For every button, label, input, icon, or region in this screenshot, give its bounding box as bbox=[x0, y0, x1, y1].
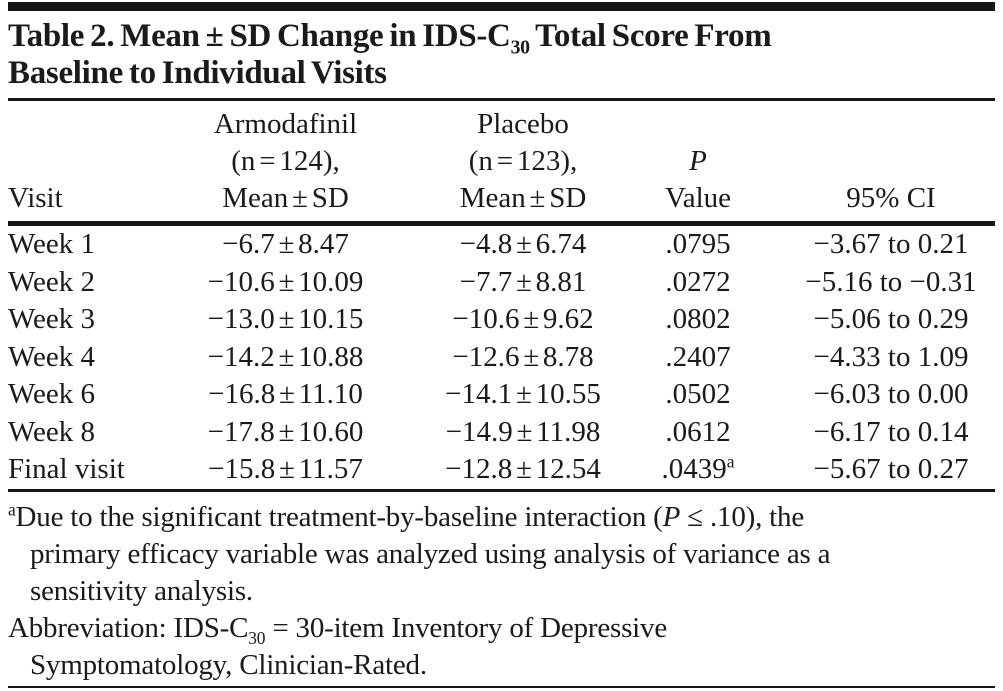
header-line: P bbox=[689, 145, 707, 177]
header-line: Value bbox=[664, 182, 732, 214]
abbreviation-line-1: Abbreviation: IDS-C30 = 30-item Inventor… bbox=[8, 610, 968, 647]
cell-p-value: .0272 bbox=[665, 265, 731, 298]
cell-p-value: .0795 bbox=[665, 228, 731, 260]
abbreviation-subscript: 30 bbox=[248, 627, 266, 648]
cell-visit: Week 4 bbox=[8, 340, 96, 373]
table-row-week-1: Week 1 −6.7 ± 8.47 −4.8 ± 6.74 .0795 −3.… bbox=[8, 224, 995, 264]
cell-placebo: −14.1 ± 10.55 bbox=[445, 378, 601, 410]
cell-visit: Week 2 bbox=[8, 265, 96, 298]
table-row-week-2: Week 2 −10.6 ± 10.09 −7.7 ± 8.81 .0272 −… bbox=[8, 264, 995, 302]
cell-placebo: −12.8 ± 12.54 bbox=[445, 453, 601, 485]
top-rule bbox=[8, 2, 995, 11]
table-footnotes: aDue to the significant treatment-by-bas… bbox=[8, 499, 968, 684]
cell-placebo: −10.6 ± 9.62 bbox=[452, 303, 594, 335]
data-table: Visit Armodafinil (n = 124), Mean ± SD P… bbox=[8, 101, 995, 489]
title-text: Table 2. Mean ± SD Change in IDS-C bbox=[8, 18, 511, 54]
column-header-placebo: Placebo (n = 123), Mean ± SD bbox=[403, 101, 643, 226]
table-row-week-6: Week 6 −16.8 ± 11.10 −14.1 ± 10.55 .0502… bbox=[8, 376, 995, 414]
footnote-marker: a bbox=[8, 498, 16, 519]
cell-visit: Week 1 bbox=[8, 228, 96, 260]
cell-armodafinil: −16.8 ± 11.10 bbox=[208, 378, 363, 410]
table-title-line-2: Baseline to Individual Visits bbox=[8, 55, 387, 91]
cell-armodafinil: −14.2 ± 10.88 bbox=[207, 340, 364, 373]
cell-p-value: .0802 bbox=[665, 303, 731, 335]
cell-armodafinil: −13.0 ± 10.15 bbox=[207, 303, 364, 335]
column-header-armodafinil: Armodafinil (n = 124), Mean ± SD bbox=[168, 101, 403, 226]
abbreviation-text: Abbreviation: IDS-C bbox=[8, 611, 249, 644]
table-row-final-visit: Final visit −15.8 ± 11.57 −12.8 ± 12.54 … bbox=[8, 451, 995, 489]
abbreviation-note: Abbreviation: IDS-C30 = 30-item Inventor… bbox=[8, 610, 968, 684]
table-body: Week 1 −6.7 ± 8.47 −4.8 ± 6.74 .0795 −3.… bbox=[8, 224, 995, 489]
header-line: Armodafinil bbox=[213, 108, 358, 140]
column-header-visit: Visit bbox=[8, 101, 168, 226]
footnote-text: Due to the significant treatment-by-base… bbox=[15, 500, 663, 533]
cell-visit: Week 6 bbox=[8, 378, 96, 410]
footnote-a-line-2: primary efficacy variable was analyzed u… bbox=[30, 537, 831, 570]
cell-ci: −4.33 to 1.09 bbox=[813, 340, 969, 373]
cell-armodafinil: −15.8 ± 11.57 bbox=[208, 453, 363, 485]
column-header-ci: 95% CI bbox=[753, 101, 995, 226]
header-line: (n = 124), bbox=[231, 145, 340, 177]
cell-visit: Week 3 bbox=[8, 303, 96, 335]
table-title-line-1: Table 2. Mean ± SD Change in IDS-C30 Tot… bbox=[8, 18, 995, 57]
table-row-week-3: Week 3 −13.0 ± 10.15 −10.6 ± 9.62 .0802 … bbox=[8, 301, 995, 339]
cell-placebo: −4.8 ± 6.74 bbox=[459, 228, 587, 260]
cell-ci: −3.67 to 0.21 bbox=[813, 228, 969, 260]
rule-under-title bbox=[8, 98, 995, 101]
header-line: Mean ± SD bbox=[459, 182, 587, 214]
footnote-a: aDue to the significant treatment-by-bas… bbox=[8, 499, 968, 610]
header-line: (n = 123), bbox=[468, 145, 578, 177]
cell-visit: Final visit bbox=[8, 453, 125, 485]
cell-ci: −5.16 to −0.31 bbox=[805, 265, 977, 298]
cell-ci: −5.67 to 0.27 bbox=[813, 453, 969, 485]
header-row: Visit Armodafinil (n = 124), Mean ± SD P… bbox=[8, 101, 995, 226]
column-header-p-value: P Value bbox=[643, 101, 753, 226]
footnote-a-reference: a bbox=[726, 451, 735, 472]
abbreviation-text: = 30-item Inventory of Depressive bbox=[265, 611, 668, 644]
cell-armodafinil: −17.8 ± 10.60 bbox=[207, 415, 364, 448]
footnote-a-line-1: aDue to the significant treatment-by-bas… bbox=[8, 499, 968, 536]
cell-p-value: .0502 bbox=[665, 378, 731, 410]
cell-p-value: .0439a bbox=[643, 451, 753, 489]
rule-under-table-body bbox=[8, 488, 995, 492]
cell-p-value: .0612 bbox=[665, 415, 731, 448]
cell-p-value: .2407 bbox=[665, 340, 731, 373]
table-row-week-4: Week 4 −14.2 ± 10.88 −12.6 ± 8.78 .2407 … bbox=[8, 339, 995, 377]
cell-armodafinil: −6.7 ± 8.47 bbox=[222, 228, 349, 260]
p-value-text: .0439 bbox=[661, 453, 727, 485]
cell-visit: Week 8 bbox=[8, 415, 96, 448]
table-title: Table 2. Mean ± SD Change in IDS-C30 Tot… bbox=[8, 18, 995, 92]
title-text: Total Score From bbox=[529, 18, 772, 54]
bottom-rule bbox=[8, 685, 995, 688]
cell-armodafinil: −10.6 ± 10.09 bbox=[207, 265, 364, 298]
cell-ci: −5.06 to 0.29 bbox=[813, 303, 969, 335]
header-line: Mean ± SD bbox=[222, 182, 349, 214]
cell-placebo: −12.6 ± 8.78 bbox=[452, 340, 594, 373]
footnote-italic-p: P bbox=[662, 500, 681, 533]
abbreviation-line-2: Symptomatology, Clinician-Rated. bbox=[30, 648, 427, 681]
table-header: Visit Armodafinil (n = 124), Mean ± SD P… bbox=[8, 101, 995, 226]
footnote-a-line-3: sensitivity analysis. bbox=[30, 574, 253, 607]
footnote-text: ≤ .10), the bbox=[680, 500, 805, 533]
cell-ci: −6.03 to 0.00 bbox=[813, 378, 969, 410]
table-row-week-8: Week 8 −17.8 ± 10.60 −14.9 ± 11.98 .0612… bbox=[8, 414, 995, 452]
header-line: Placebo bbox=[477, 108, 569, 140]
cell-placebo: −7.7 ± 8.81 bbox=[459, 265, 587, 298]
cell-placebo: −14.9 ± 11.98 bbox=[445, 415, 601, 448]
cell-ci: −6.17 to 0.14 bbox=[813, 415, 969, 448]
title-subscript: 30 bbox=[510, 36, 530, 59]
